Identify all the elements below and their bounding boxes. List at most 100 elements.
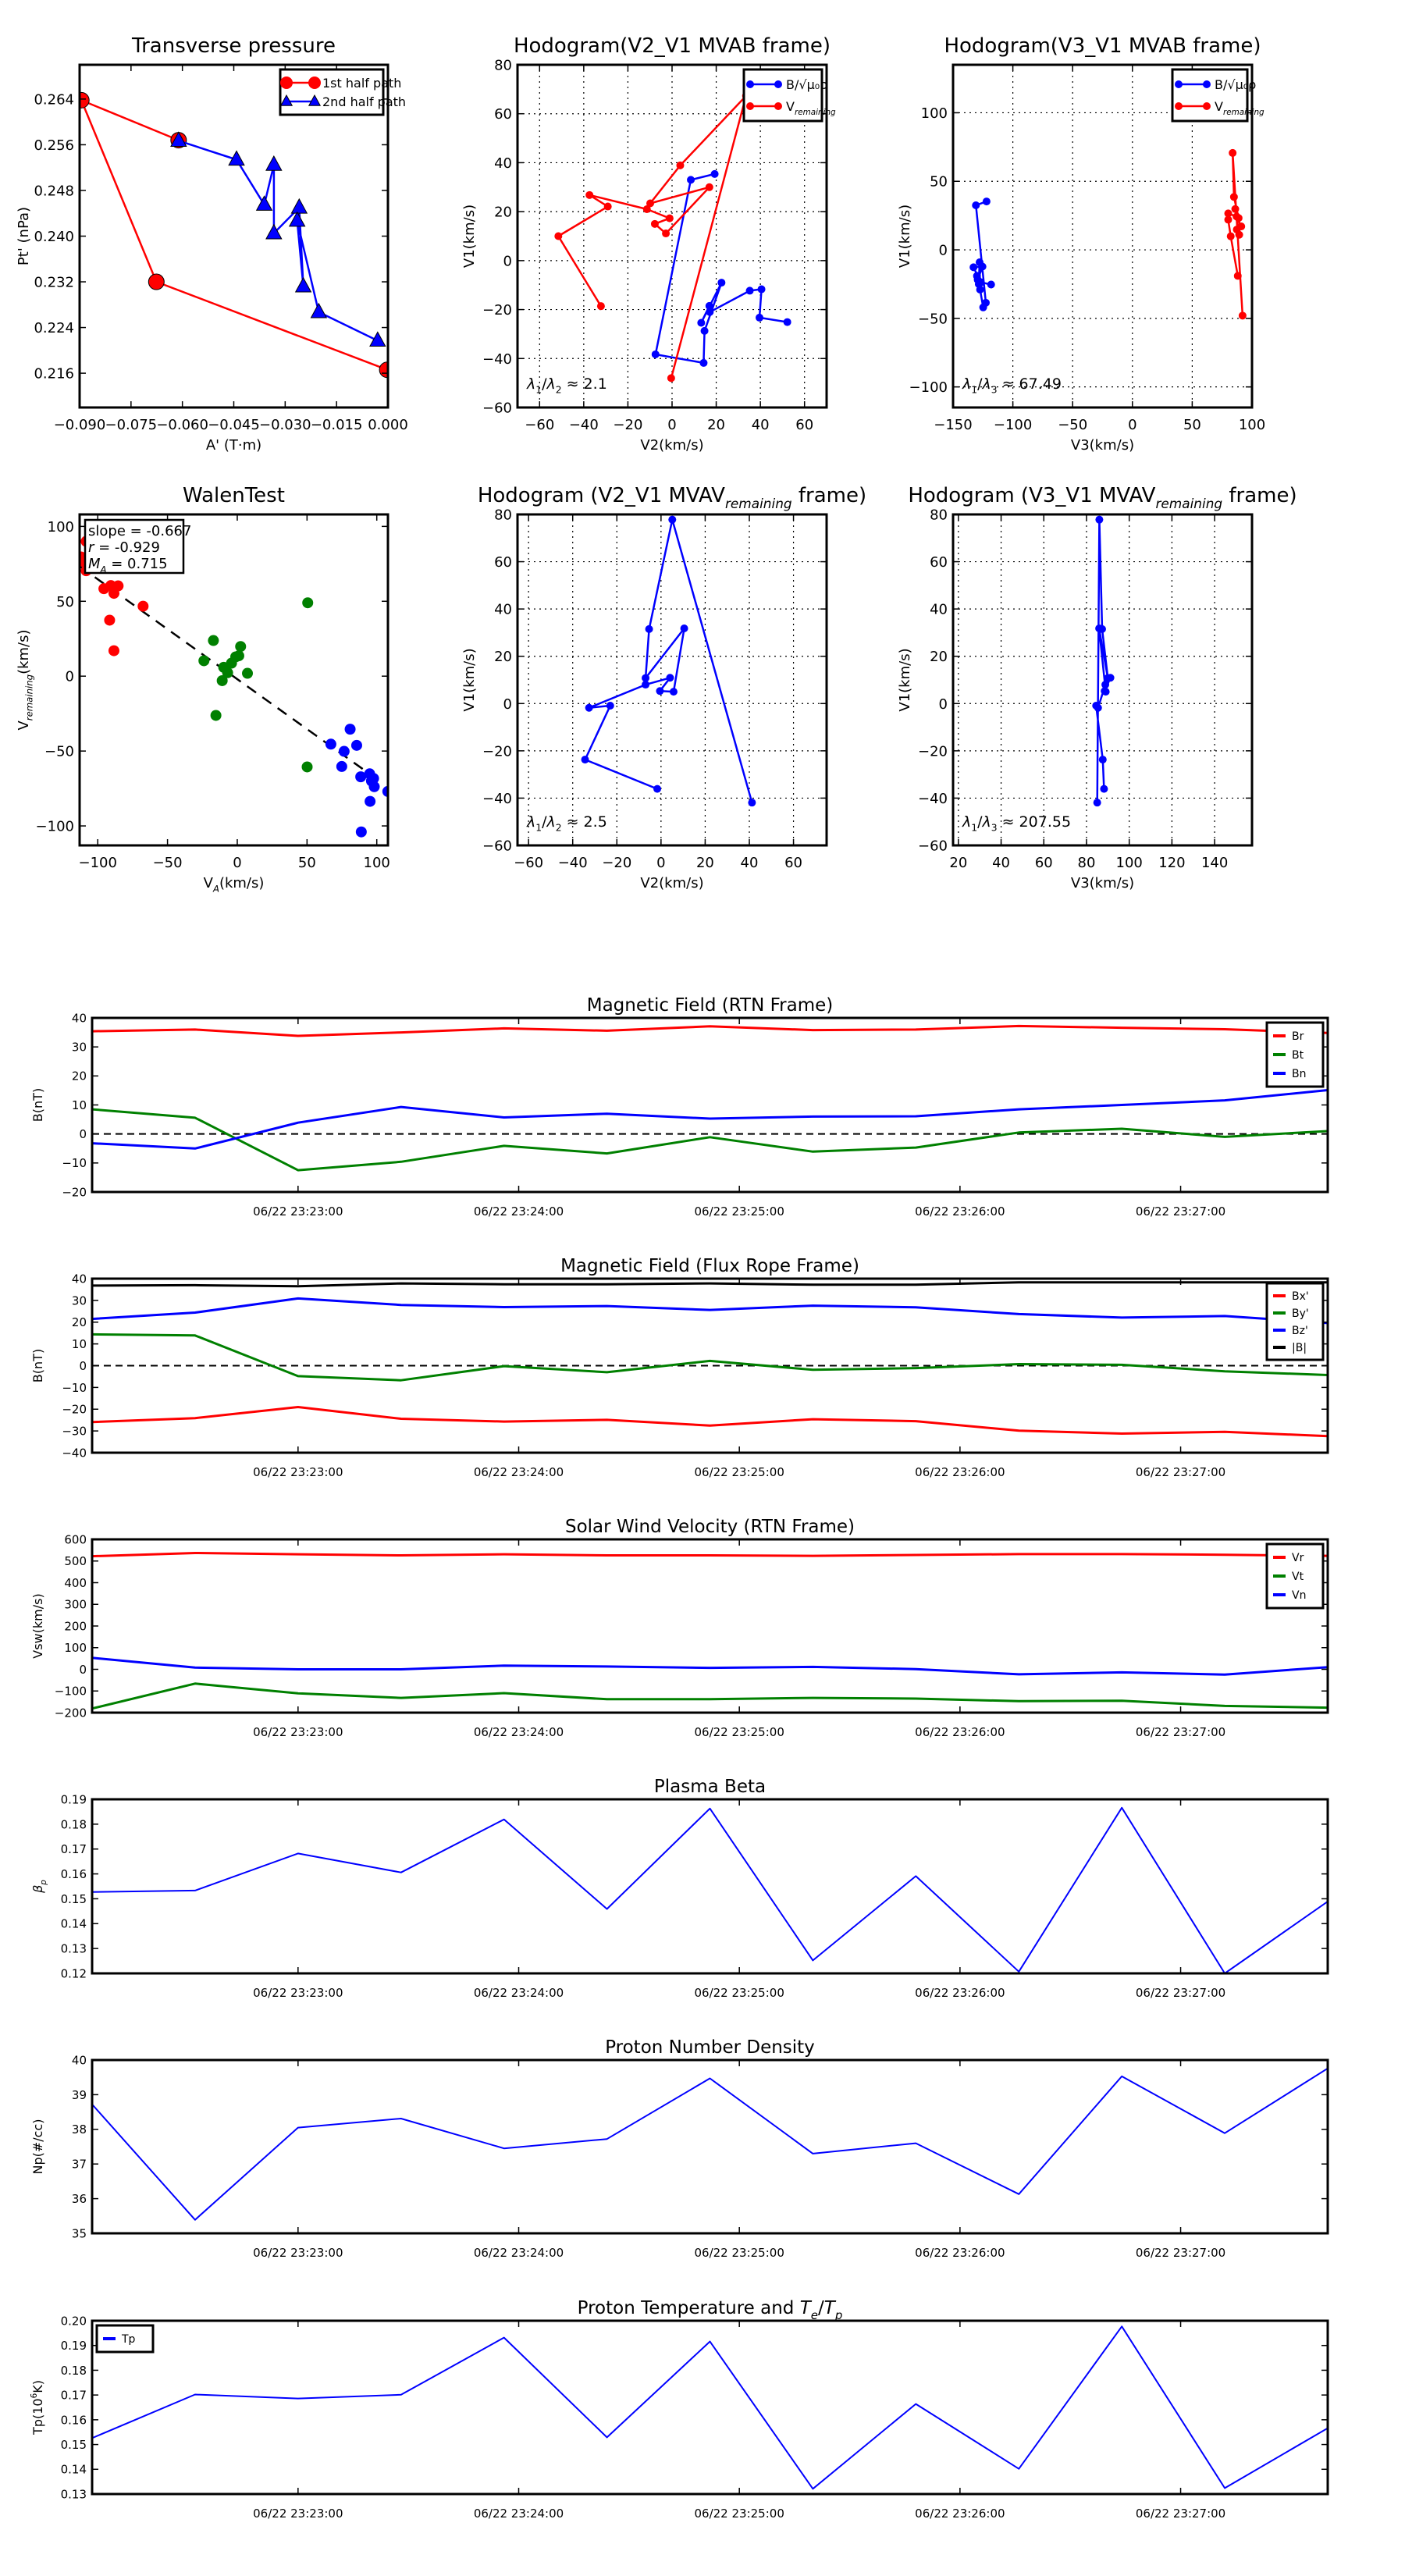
- data-point: [783, 318, 791, 326]
- y-tick-label: 100: [921, 105, 948, 122]
- data-point: [697, 318, 706, 327]
- eigenvalue-ratio-annotation: λ1/λ3 ≈ 67.49: [962, 375, 1062, 396]
- y-axis-label: Pt' (nPa): [16, 207, 32, 265]
- x-axis-label: A' (T·m): [206, 437, 261, 454]
- data-point: [112, 580, 124, 592]
- x-tick-label: 06/22 23:27:00: [1136, 2507, 1225, 2521]
- x-tick-label: −60: [525, 417, 554, 433]
- data-point-triangle: [255, 195, 273, 211]
- data-point: [1203, 102, 1211, 110]
- y-axis-label-segment: 6: [30, 2393, 39, 2399]
- x-tick-label: −150: [934, 417, 972, 433]
- data-point: [748, 799, 756, 807]
- data-point: [650, 219, 659, 228]
- x-tick-label: 06/22 23:25:00: [695, 2507, 784, 2521]
- eigenvalue-ratio-annotation-segment: ≈ 207.55: [998, 813, 1071, 831]
- data-point: [1229, 148, 1237, 157]
- data-point-triangle: [310, 302, 328, 318]
- y-tick-label: 10: [72, 1337, 87, 1351]
- axes-frame: [516, 513, 828, 847]
- chart-walen-test: −100 −50 0 50 100−100−50050100WalenTestVA(km…: [16, 484, 390, 894]
- legend-label: B/√μ₀ρ: [786, 77, 827, 92]
- data-point: [216, 674, 228, 686]
- legend-box: [279, 68, 385, 116]
- x-tick-label: 20: [696, 855, 714, 871]
- x-tick-label: 50: [1183, 417, 1201, 433]
- chart-title: Proton Number Density: [605, 2037, 815, 2058]
- y-tick-label: 0.14: [61, 2463, 87, 2477]
- x-tick-label: 06/22 23:24:00: [474, 1986, 564, 2000]
- eigenvalue-ratio-annotation-segment: 3: [991, 823, 998, 834]
- y-tick-label: −200: [55, 1706, 87, 1720]
- eigenvalue-ratio-annotation-segment: λ: [962, 813, 971, 831]
- eigenvalue-ratio-annotation-segment: λ: [526, 375, 535, 393]
- series-line: [92, 1552, 1328, 1558]
- eigenvalue-ratio-annotation-segment: λ: [546, 375, 555, 393]
- data-point: [603, 202, 612, 211]
- legend-label: Bt: [1292, 1049, 1304, 1062]
- regression-fit-line: [80, 565, 385, 785]
- x-tick-label: −40: [558, 855, 588, 871]
- x-tick-label: 06/22 23:23:00: [253, 2507, 343, 2521]
- y-tick-label: −10: [62, 1381, 87, 1395]
- legend-label: Bx': [1292, 1290, 1309, 1303]
- y-tick-label: 400: [64, 1576, 87, 1590]
- data-point: [982, 197, 991, 206]
- data-point: [1095, 624, 1104, 632]
- y-tick-label: −40: [482, 351, 512, 368]
- series-line: [92, 2325, 1328, 2490]
- data-point: [280, 76, 293, 89]
- data-point: [1095, 515, 1104, 524]
- data-point: [596, 302, 605, 311]
- y-tick-label: 40: [72, 2053, 87, 2067]
- legend-label: |B|: [1292, 1342, 1307, 1354]
- y-tick-label: 0.216: [34, 366, 74, 382]
- data-point: [365, 795, 376, 807]
- data-point: [646, 199, 654, 208]
- y-tick-label: 500: [64, 1554, 87, 1568]
- data-point: [642, 205, 651, 214]
- y-tick-label: 0.20: [61, 2314, 87, 2328]
- series-line: [654, 173, 788, 365]
- x-tick-label: 06/22 23:23:00: [253, 1204, 343, 1219]
- legend-label: Vn: [1292, 1589, 1306, 1602]
- data-point: [710, 169, 719, 178]
- x-tick-label: 0: [1128, 417, 1136, 433]
- chart-solar-wind-velocity: 06/22 23:23:00 06/22 23:24:00 06/22 23:25:…: [30, 1517, 1329, 1739]
- chart-title-segment: T: [800, 2298, 813, 2318]
- x-tick-label: 06/22 23:25:00: [695, 1986, 784, 2000]
- chart-title-segment: T: [824, 2298, 837, 2318]
- series-layer: [581, 515, 756, 807]
- y-tick-label: 60: [494, 106, 512, 123]
- x-tick-label: −0.045: [208, 417, 260, 433]
- y-tick-label: −50: [918, 311, 948, 327]
- y-axis-label: Np(#/cc): [30, 2119, 45, 2175]
- y-tick-label: 50: [930, 174, 948, 190]
- x-tick-label: 06/22 23:23:00: [253, 1725, 343, 1739]
- x-tick-label: 0: [656, 855, 665, 871]
- y-tick-label: −20: [482, 743, 512, 760]
- chart-title-segment: Proton Temperature and: [578, 2298, 800, 2318]
- x-tick-label: 60: [784, 855, 802, 871]
- y-tick-label: 20: [494, 649, 512, 665]
- legend: B/√μ₀ρ Vremaining: [742, 68, 836, 123]
- data-point: [1098, 756, 1107, 764]
- legend-label-segment: remaining: [1223, 108, 1264, 117]
- y-tick-label: −60: [918, 838, 948, 854]
- y-tick-label: −20: [62, 1403, 87, 1417]
- data-point: [969, 263, 978, 272]
- data-point: [774, 80, 782, 88]
- data-point: [606, 702, 614, 710]
- x-tick-label: 06/22 23:27:00: [1136, 1465, 1225, 1479]
- legend: Vr Vt Vn: [1265, 1542, 1325, 1610]
- series-line: [92, 1297, 1328, 1325]
- y-axis-label: βp: [30, 1880, 48, 1894]
- x-tick-label: 06/22 23:26:00: [915, 1986, 1005, 2000]
- eigenvalue-ratio-annotation-segment: 1: [971, 385, 977, 396]
- y-tick-label: −20: [918, 743, 948, 760]
- y-tick-label: 40: [930, 602, 948, 618]
- y-tick-label: −30: [62, 1425, 87, 1439]
- series-layer: [92, 1024, 1328, 1172]
- eigenvalue-ratio-annotation-segment: λ: [981, 813, 991, 831]
- data-point: [148, 273, 165, 290]
